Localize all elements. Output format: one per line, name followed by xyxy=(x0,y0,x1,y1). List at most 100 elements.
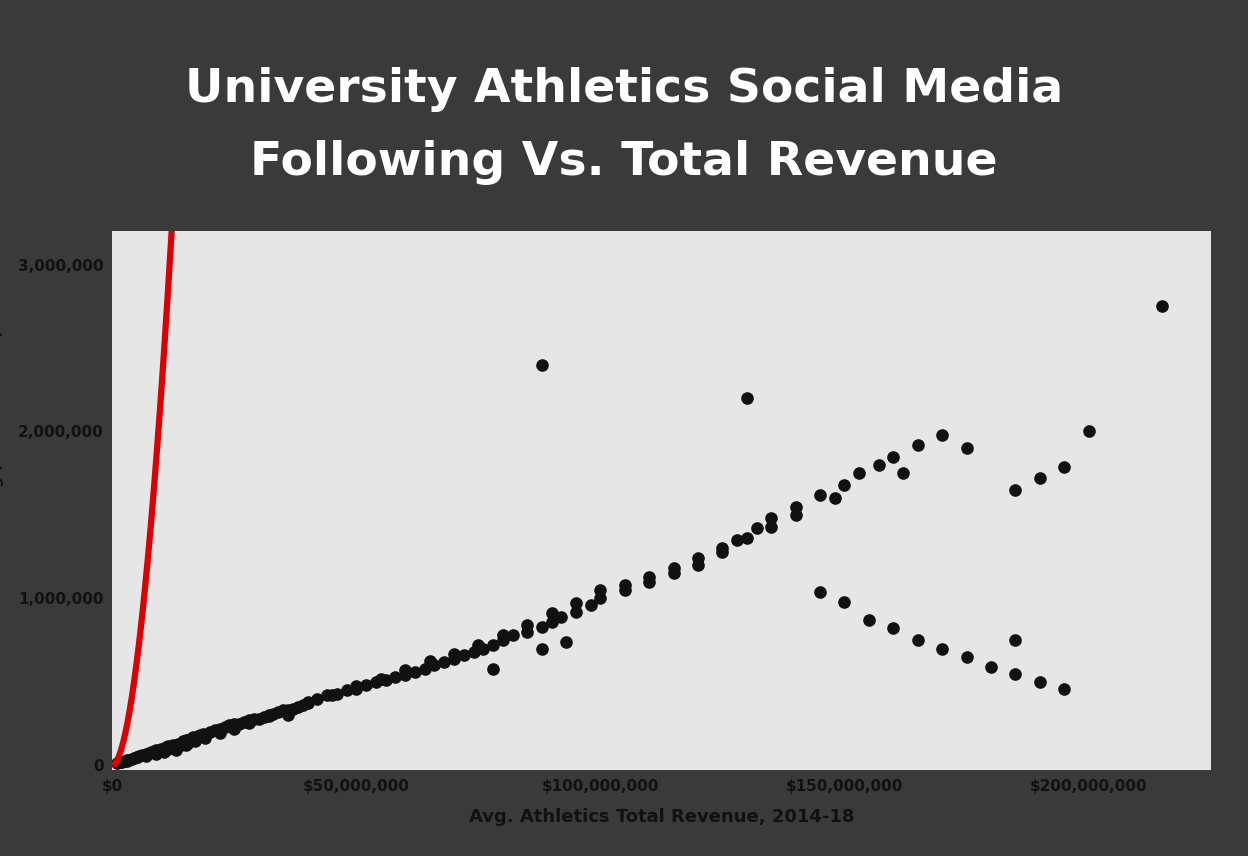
Point xyxy=(688,558,708,572)
Point xyxy=(273,704,293,717)
Point xyxy=(859,613,879,627)
Point xyxy=(688,551,708,565)
Point xyxy=(161,741,181,755)
Point xyxy=(235,715,255,728)
Point xyxy=(532,642,552,656)
Point xyxy=(322,688,342,702)
Point xyxy=(195,731,215,745)
Point xyxy=(171,739,191,752)
Point xyxy=(1006,483,1026,496)
Point xyxy=(151,742,171,756)
Point xyxy=(327,687,347,700)
Point xyxy=(1030,675,1050,689)
Point xyxy=(552,610,572,624)
Point xyxy=(932,642,952,656)
Point xyxy=(278,704,298,717)
Point xyxy=(810,585,830,598)
Point xyxy=(120,752,140,766)
Point xyxy=(580,598,600,612)
Point xyxy=(463,645,483,659)
Point xyxy=(639,570,659,584)
Point xyxy=(396,669,416,682)
Point xyxy=(141,746,161,759)
Text: Following Vs. Total Revenue: Following Vs. Total Revenue xyxy=(251,140,997,185)
Point xyxy=(366,675,386,689)
Point xyxy=(225,716,245,730)
Point xyxy=(288,700,308,714)
Point xyxy=(297,696,317,710)
Point xyxy=(107,756,127,770)
Point xyxy=(293,698,313,712)
Point xyxy=(183,730,203,744)
Point xyxy=(532,358,552,372)
Point xyxy=(278,709,298,722)
Point xyxy=(468,639,488,652)
Point xyxy=(849,467,869,480)
Point xyxy=(258,709,278,722)
Point xyxy=(195,728,215,741)
Point xyxy=(146,746,166,760)
Point xyxy=(115,754,135,768)
Point xyxy=(215,720,235,734)
Point xyxy=(243,713,263,727)
Point xyxy=(825,491,845,505)
Point xyxy=(386,670,406,684)
Point xyxy=(713,542,733,556)
Point xyxy=(220,718,240,732)
Point xyxy=(187,729,207,743)
Point xyxy=(404,665,424,679)
Point xyxy=(615,583,635,597)
Point xyxy=(156,744,176,758)
Point xyxy=(240,713,260,727)
Point xyxy=(907,438,927,452)
Point xyxy=(956,650,976,663)
Point xyxy=(419,654,439,668)
Point xyxy=(154,746,173,759)
Point xyxy=(396,663,416,677)
Point xyxy=(283,702,303,716)
Point xyxy=(761,511,781,525)
Point xyxy=(371,672,391,686)
Point xyxy=(493,633,513,647)
Point xyxy=(517,625,537,639)
Point xyxy=(248,712,268,726)
Point xyxy=(1055,460,1075,473)
Point xyxy=(1030,472,1050,485)
Point xyxy=(240,716,260,729)
Point xyxy=(503,628,523,642)
Point xyxy=(176,738,196,752)
Point xyxy=(253,710,273,724)
Point xyxy=(181,732,201,746)
Point xyxy=(884,621,904,635)
Point xyxy=(483,639,503,652)
Point xyxy=(746,521,766,535)
Point xyxy=(567,605,587,619)
Point xyxy=(176,734,196,747)
Point xyxy=(728,533,748,547)
Point xyxy=(1055,681,1075,695)
Point xyxy=(192,727,212,740)
Point xyxy=(454,648,474,662)
Point xyxy=(268,705,288,719)
Point xyxy=(907,633,927,647)
Point xyxy=(786,508,806,522)
Point xyxy=(761,520,781,533)
Point xyxy=(190,728,210,742)
Point xyxy=(639,575,659,589)
Point xyxy=(112,755,132,769)
Point xyxy=(156,740,176,754)
Point xyxy=(376,674,396,687)
Point xyxy=(835,595,855,609)
Point xyxy=(307,692,327,705)
Point xyxy=(356,679,376,693)
Point xyxy=(263,707,283,721)
Point xyxy=(110,756,130,770)
Point xyxy=(956,442,976,455)
Point xyxy=(1006,667,1026,681)
Point xyxy=(869,458,889,472)
Point xyxy=(786,500,806,514)
Point xyxy=(146,744,166,758)
Point xyxy=(557,635,577,649)
Text: University Athletics Social Media: University Athletics Social Media xyxy=(185,68,1063,112)
Point xyxy=(542,615,562,628)
